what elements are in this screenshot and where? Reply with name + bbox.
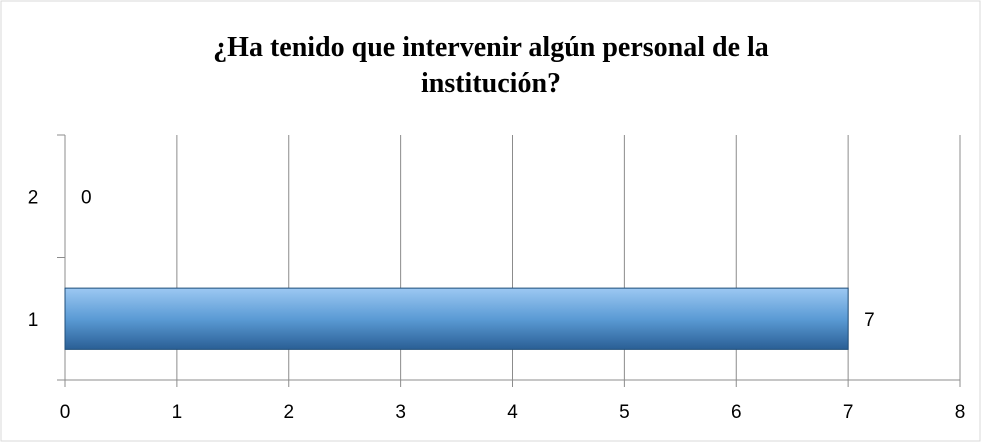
y-tick-label: 1: [28, 310, 39, 331]
x-tick-label: 3: [395, 402, 406, 423]
x-tick-label: 8: [955, 402, 966, 423]
data-label: 0: [81, 187, 92, 208]
x-tick-label: 5: [619, 402, 630, 423]
x-tick-label: 2: [283, 402, 294, 423]
data-label: 7: [864, 310, 875, 331]
x-tick-label: 4: [507, 402, 518, 423]
x-tick-label: 6: [731, 402, 742, 423]
x-tick-label: 1: [172, 402, 183, 423]
chart-title: ¿Ha tenido que intervenir algún personal…: [213, 32, 769, 99]
bar: [64, 287, 849, 350]
x-tick-label: 0: [60, 402, 71, 423]
x-tick-label: 7: [843, 402, 854, 423]
y-tick-label: 2: [28, 187, 39, 208]
